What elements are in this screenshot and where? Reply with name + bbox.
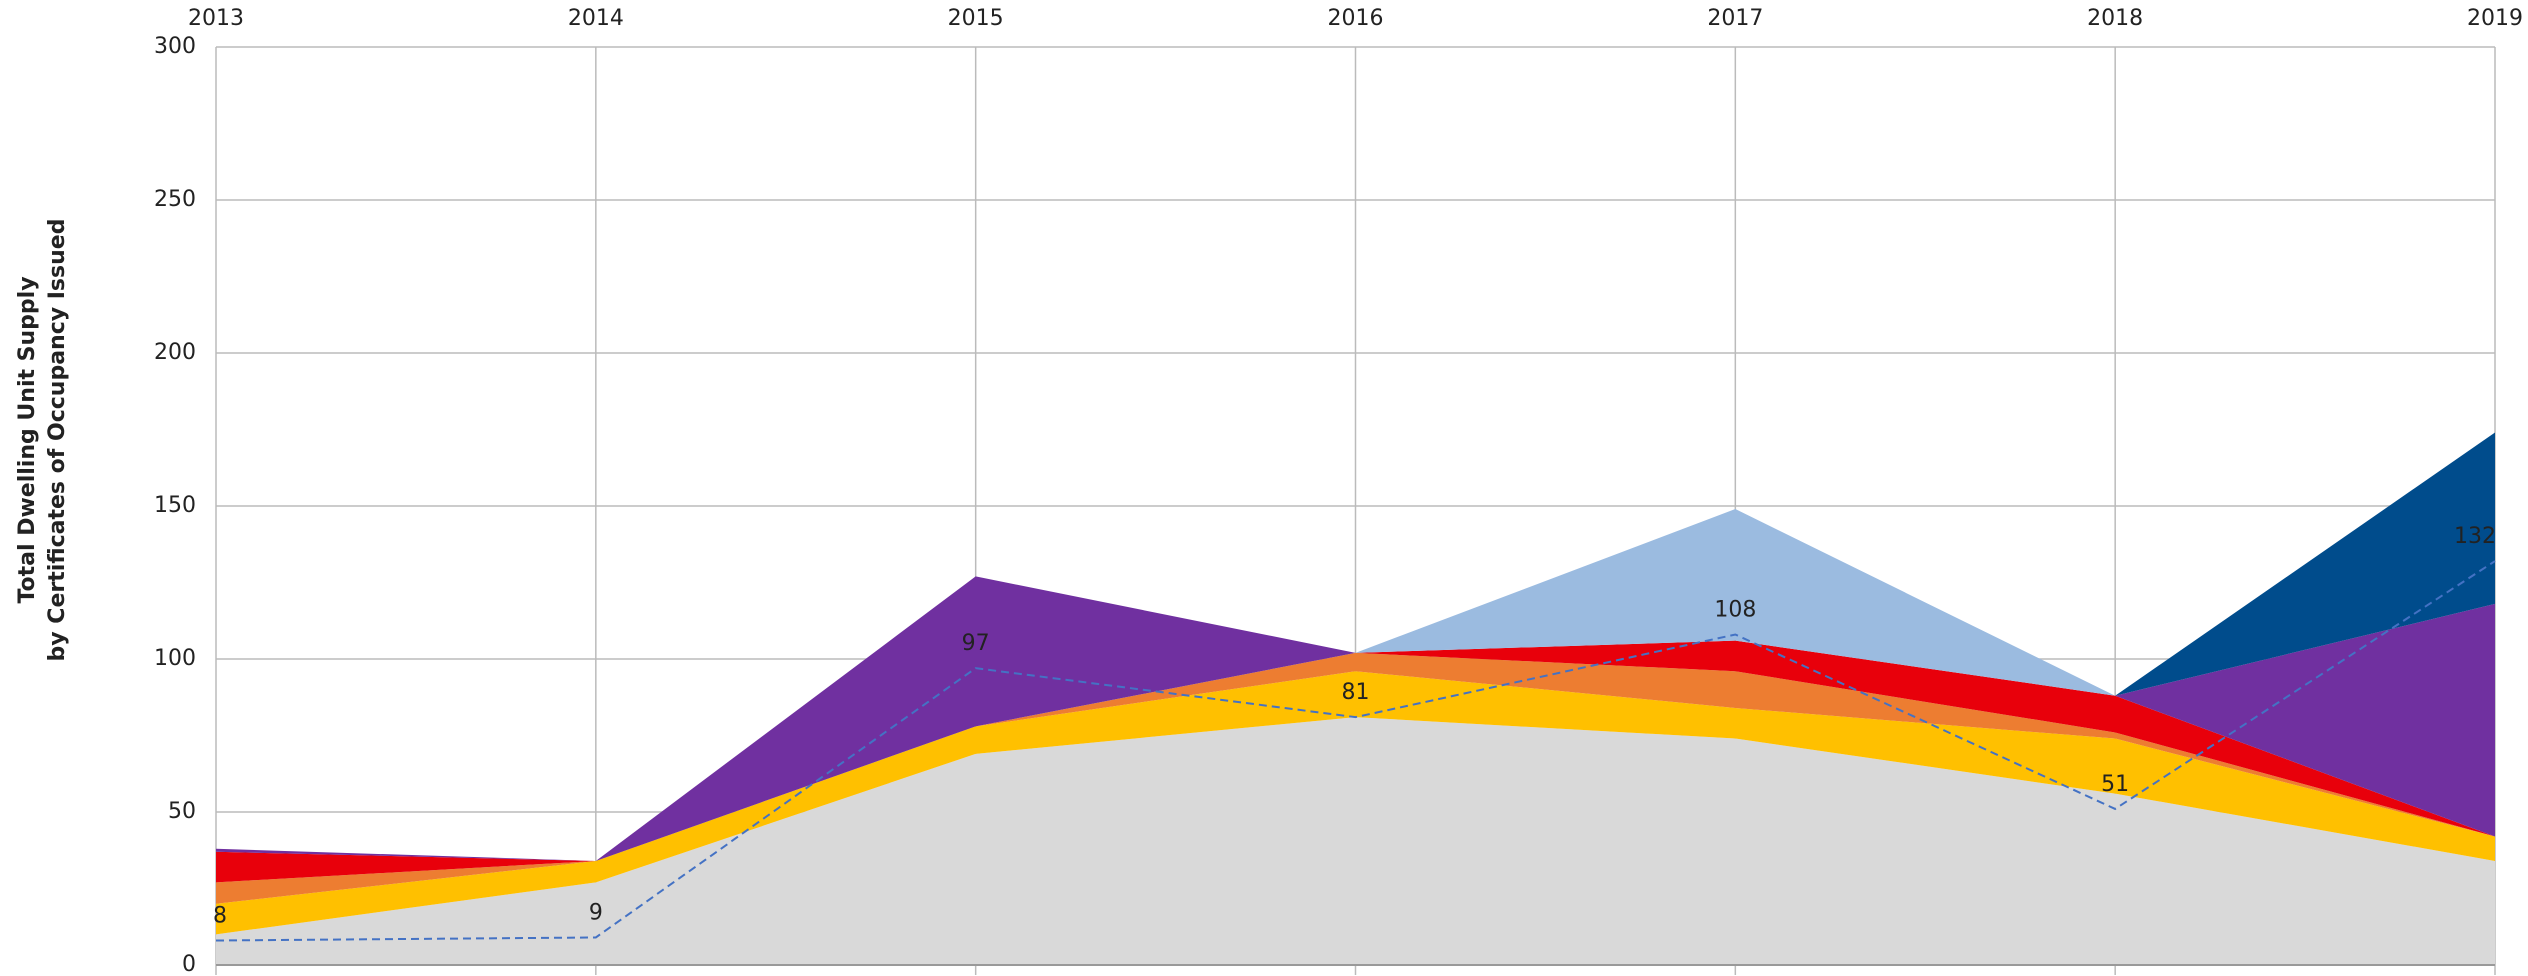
x-tick-label: 2013 [188, 6, 244, 31]
x-tick-label: 2017 [1707, 6, 1763, 31]
dashed-line [215, 560, 2496, 942]
y-tick-label: 50 [168, 799, 196, 824]
x-tick-label: 2016 [1328, 6, 1384, 31]
y-tick-label: 300 [154, 34, 196, 59]
data-label: 8 [213, 904, 227, 929]
data-label: 9 [589, 900, 603, 925]
x-tick-label: 2014 [568, 6, 624, 31]
y-tick-label: 0 [182, 952, 196, 976]
area [216, 671, 2495, 935]
data-label: 81 [1342, 680, 1370, 705]
data-label: 51 [2101, 772, 2129, 797]
x-tick-label: 2015 [948, 6, 1004, 31]
y-axis-label: Total Dwelling Unit Supply by Certificate… [15, 219, 70, 662]
x-tick-label: 2018 [2087, 6, 2143, 31]
area [216, 576, 2495, 861]
area [216, 717, 2495, 965]
x-tick-label: 2019 [2467, 6, 2523, 31]
data-label: 97 [962, 631, 990, 656]
area [216, 640, 2495, 883]
y-tick-label: 250 [154, 187, 196, 212]
y-tick-label: 200 [154, 340, 196, 365]
y-axis-label-line: Total Dwelling Unit Supply [15, 276, 40, 603]
data-label: 108 [1714, 598, 1756, 623]
y-tick-label: 150 [154, 493, 196, 518]
data-label: 132 [2454, 524, 2496, 549]
y-axis-label-line: by Certificates of Occupancy Issued [45, 219, 70, 662]
y-tick-label: 100 [154, 646, 196, 671]
area [216, 652, 2495, 904]
